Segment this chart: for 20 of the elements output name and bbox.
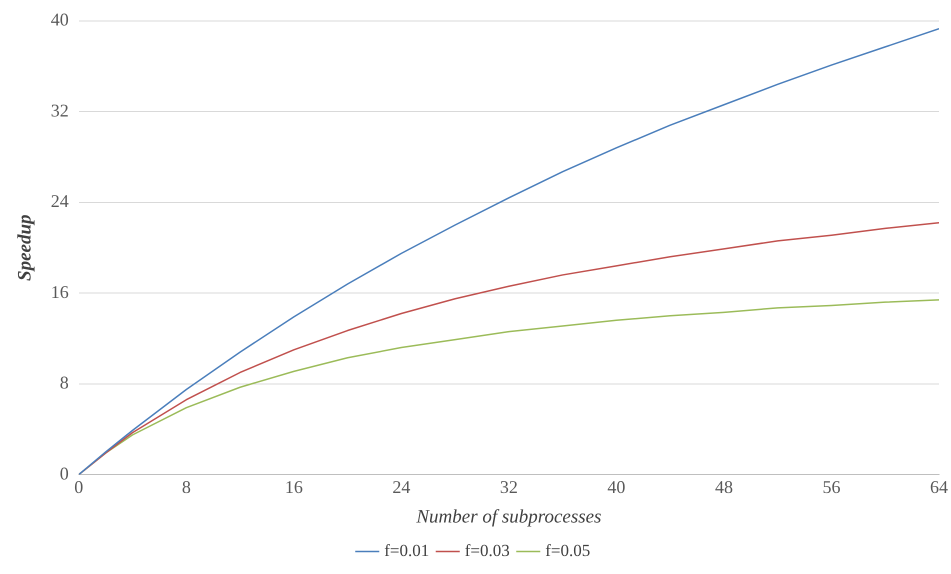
y-tick-label: 24	[50, 191, 69, 212]
y-tick-label: 32	[50, 100, 69, 120]
x-tick-label: 16	[284, 477, 303, 498]
x-axis-title: Number of subprocesses	[415, 506, 602, 528]
y-tick-label: 0	[60, 463, 69, 484]
legend-label: f=0.03	[464, 540, 510, 560]
x-tick-label: 0	[74, 477, 84, 498]
x-tick-label: 64	[930, 477, 948, 498]
x-tick-label: 56	[822, 477, 840, 498]
legend-label: f=0.05	[545, 540, 590, 560]
y-axis-title: Speedup	[14, 214, 36, 281]
y-tick-label: 16	[50, 282, 69, 302]
legend-label: f=0.01	[384, 540, 430, 560]
y-tick-label: 40	[50, 10, 69, 30]
x-tick-label: 40	[607, 477, 626, 498]
x-tick-label: 48	[714, 477, 733, 498]
x-tick-label: 24	[392, 477, 410, 498]
x-tick-label: 8	[182, 477, 191, 498]
x-tick-label: 32	[500, 477, 518, 498]
y-tick-label: 8	[60, 372, 69, 393]
